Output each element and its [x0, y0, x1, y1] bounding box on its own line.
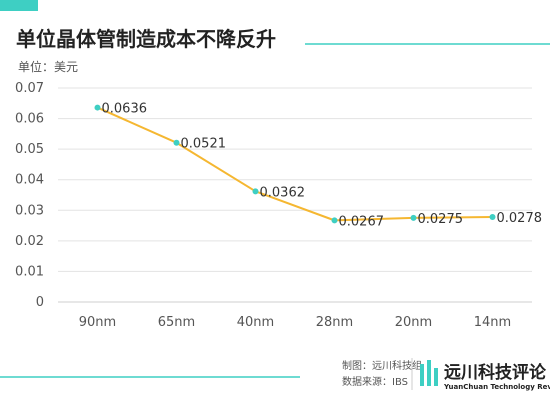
x-tick-label: 14nm [474, 315, 511, 330]
data-label: 0.0636 [102, 102, 148, 117]
y-tick-label: 0.06 [15, 112, 44, 127]
y-tick-label: 0 [36, 295, 44, 310]
y-tick-label: 0.07 [15, 81, 44, 96]
source-text: 数据来源：IBS [342, 375, 408, 388]
x-tick-label: 90nm [79, 315, 116, 330]
chart-title: 单位晶体管制造成本不降反升 [16, 27, 276, 51]
x-tick-label: 40nm [237, 315, 274, 330]
data-labels: 0.0636 0.0521 0.0362 0.0267 0.0275 0.0278 [102, 102, 543, 230]
data-point [410, 214, 417, 221]
y-tick-label: 0.03 [15, 203, 44, 218]
data-point [331, 217, 338, 224]
brand-logo-bar-3 [434, 368, 438, 386]
series-line [97, 106, 493, 222]
data-point [94, 104, 101, 111]
x-tick-label: 65nm [158, 315, 195, 330]
y-tick-label: 0.02 [15, 234, 44, 249]
series-line-group [94, 104, 496, 224]
data-label: 0.0275 [418, 212, 464, 227]
data-point [252, 188, 259, 195]
brand-logo-bar-1 [420, 364, 424, 386]
title-accent-bar [0, 0, 38, 11]
grid-lines [58, 87, 532, 303]
unit-label: 单位：美元 [18, 59, 78, 74]
data-label: 0.0521 [181, 137, 227, 152]
x-tick-label: 20nm [395, 315, 432, 330]
data-label: 0.0362 [260, 185, 306, 200]
x-axis: 90nm 65nm 40nm 28nm 20nm 14nm [79, 315, 511, 330]
y-axis: 0 0.01 0.02 0.03 0.04 0.05 0.06 0.07 [15, 81, 44, 310]
data-point [489, 214, 496, 221]
brand-logo [420, 360, 438, 386]
brand-subtitle: YuanChuan Technology Review [443, 383, 550, 391]
brand-name: 远川科技评论 [444, 362, 547, 383]
x-tick-label: 28nm [316, 315, 353, 330]
credit-text: 制图：远川科技组 [342, 359, 422, 372]
brand-logo-bar-2 [427, 360, 431, 386]
y-tick-label: 0.04 [15, 173, 44, 188]
y-tick-label: 0.01 [15, 264, 44, 279]
data-label: 0.0278 [497, 211, 543, 226]
data-point [173, 139, 180, 146]
data-label: 0.0267 [339, 214, 385, 229]
y-tick-label: 0.05 [15, 142, 44, 157]
